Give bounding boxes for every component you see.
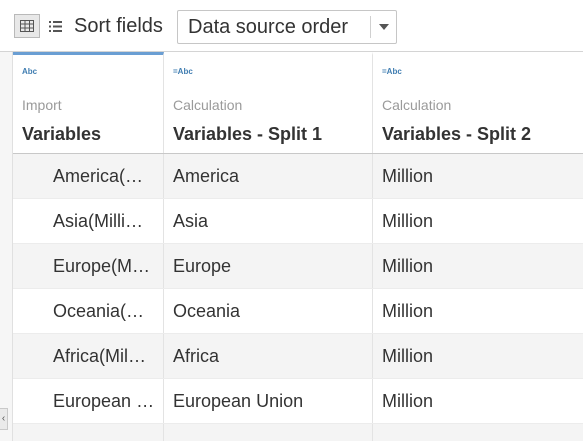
table-cell[interactable]: Europe xyxy=(164,244,373,288)
column-name: Variables xyxy=(22,124,102,144)
table-cell[interactable]: Europe(M… xyxy=(13,244,164,288)
table-cell[interactable]: Million xyxy=(382,166,434,186)
column-name: Variables - Split 1 xyxy=(173,124,323,144)
sort-order-value: Data source order xyxy=(188,16,349,38)
dropdown-divider xyxy=(370,16,371,38)
calculated-string-type-icon[interactable]: =Abc xyxy=(382,67,402,76)
column-header-row: Abc Import Variables =Abc Calculation Va… xyxy=(13,52,583,154)
table-row xyxy=(13,424,583,441)
grid-view-icon xyxy=(20,20,34,32)
table-cell[interactable]: America xyxy=(164,154,373,198)
table-cell[interactable]: European Union xyxy=(164,379,373,423)
row-gutter xyxy=(0,52,13,441)
table-cell[interactable]: Million xyxy=(382,256,434,276)
table-cell[interactable]: Asia(Milli… xyxy=(13,199,164,243)
table-cell[interactable]: America(… xyxy=(13,154,164,198)
table-cell[interactable]: Asia xyxy=(164,199,373,243)
table-row: Africa(Mil… Africa Million xyxy=(13,334,583,379)
table-cell[interactable]: Oceania xyxy=(164,289,373,333)
table-cell[interactable] xyxy=(373,424,583,441)
column-header-split-2[interactable]: =Abc Calculation Variables - Split 2 xyxy=(373,52,583,153)
table-cell[interactable] xyxy=(13,424,164,441)
sort-order-dropdown[interactable]: Data source order xyxy=(177,10,397,44)
table-cell[interactable]: European … xyxy=(13,379,164,423)
data-grid: ‹ Abc Import Variables =Abc Calculation … xyxy=(0,52,583,441)
table-cell[interactable]: Africa(Mil… xyxy=(13,334,164,378)
chevron-down-icon[interactable] xyxy=(377,20,391,34)
table-row: Oceania(… Oceania Million xyxy=(13,289,583,334)
table-row: European … European Union Million xyxy=(13,379,583,424)
table-body: America(… America Million Asia(Milli… As… xyxy=(13,154,583,441)
column-header-split-1[interactable]: =Abc Calculation Variables - Split 1 xyxy=(164,52,373,153)
table-cell[interactable]: Oceania(… xyxy=(13,289,164,333)
column-name: Variables - Split 2 xyxy=(382,124,532,144)
list-view-icon xyxy=(48,20,62,32)
collapse-panel-button[interactable]: ‹ xyxy=(0,408,8,430)
column-origin: Calculation xyxy=(382,97,452,113)
table-cell[interactable]: Million xyxy=(382,346,434,366)
table-cell[interactable]: Million xyxy=(382,301,434,321)
sort-fields-label: Sort fields xyxy=(74,15,163,37)
table-row: America(… America Million xyxy=(13,154,583,199)
table-cell[interactable] xyxy=(164,424,373,441)
table-row: Asia(Milli… Asia Million xyxy=(13,199,583,244)
string-type-icon[interactable]: Abc xyxy=(22,67,38,76)
column-origin: Import xyxy=(22,97,62,113)
list-view-button[interactable] xyxy=(44,14,66,38)
table-cell[interactable]: Million xyxy=(382,391,434,411)
grid-view-button[interactable] xyxy=(14,14,40,38)
calculated-string-type-icon[interactable]: =Abc xyxy=(173,67,193,76)
table-cell[interactable]: Africa xyxy=(164,334,373,378)
column-origin: Calculation xyxy=(173,97,243,113)
column-header-variables[interactable]: Abc Import Variables xyxy=(13,52,164,153)
table-cell[interactable]: Million xyxy=(382,211,434,231)
table-row: Europe(M… Europe Million xyxy=(13,244,583,289)
toolbar: Sort fields Data source order xyxy=(0,0,583,52)
